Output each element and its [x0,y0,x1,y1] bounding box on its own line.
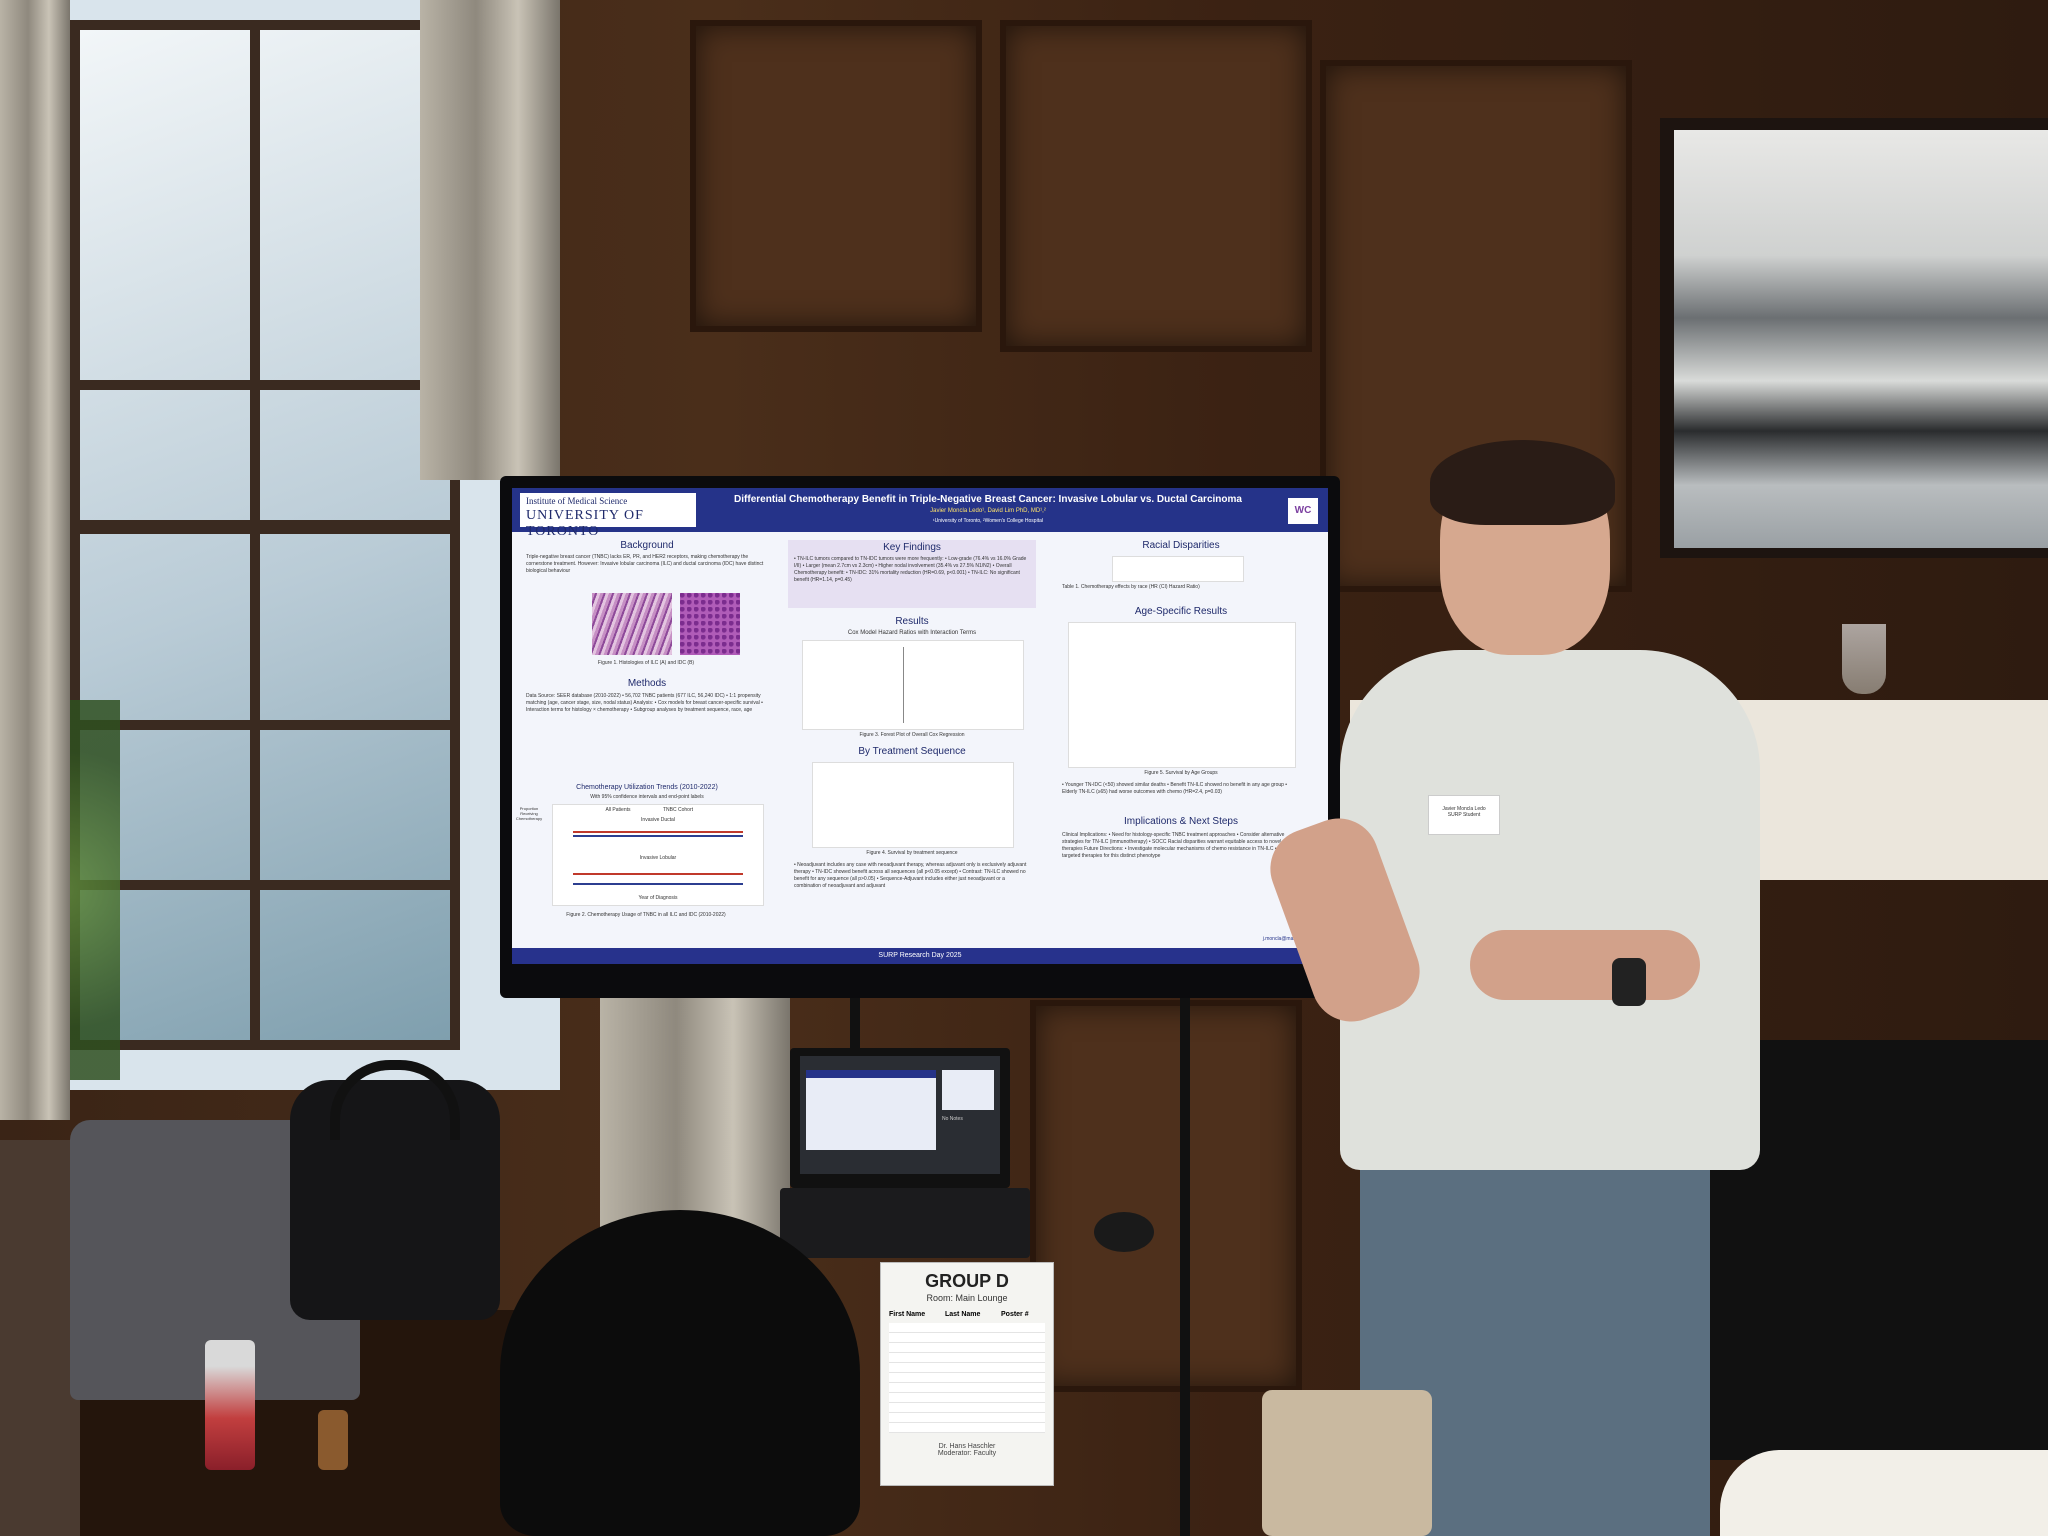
curtain-left [0,0,70,1120]
racial-heading: Racial Disparities [1142,540,1220,551]
window [0,0,560,1090]
background-heading: Background [620,540,674,551]
trends-chart: All Patients TNBC Cohort Invasive Ductal… [552,804,764,906]
computer-mouse [1094,1212,1154,1252]
laptop-next-slide [942,1070,994,1110]
laptop-slide-preview [806,1070,936,1150]
sequence-notes: • Neoadjuvant includes any case with neo… [794,862,1027,889]
trends-panel2-title: Invasive Lobular [639,855,677,861]
presenter-polo-shirt [1340,650,1760,1170]
sign-col-last: Last Name [945,1311,981,1318]
age-text: • Younger TN-IDC (<50) showed similar de… [1062,782,1288,795]
trends-line-blue [573,835,743,837]
bag-handle [330,1060,460,1140]
trends-line-red [573,873,743,875]
trends-legend-all: All Patients [605,807,631,813]
table1-caption: Table 1. Chemotherapy effects by race (H… [1062,584,1200,590]
slide-title: Differential Chemotherapy Benefit in Tri… [734,494,1242,505]
group-sign: GROUP D Room: Main Lounge First Name Las… [880,1262,1054,1486]
name-tag-role: SURP Student [1447,812,1481,818]
figure5-caption: Figure 5. Survival by Age Groups [1144,770,1218,776]
umbrella-handle [318,1410,348,1470]
histology-image-ilc [592,593,672,655]
racial-table [1112,556,1244,582]
methods-text: Data Source: SEER database (2010-2022) •… [526,693,763,713]
tote-bag [1262,1390,1432,1536]
trends-line-blue [573,883,743,885]
round-table [1720,1450,2048,1536]
poster-slide: Institute of Medical Science UNIVERSITY … [512,488,1328,948]
trends-panel1-title: Invasive Ductal [641,817,675,823]
window-mullion [70,880,460,890]
age-survival-charts [1068,622,1296,768]
contact-email: j.moncla@mail.utoronto.ca [1262,936,1322,942]
sign-title: GROUP D [925,1271,1009,1291]
wall-panel [1000,20,1312,352]
name-tag: Javier Moncla Ledo SURP Student [1428,795,1500,835]
slide-authors: Javier Moncla Ledo¹, David Lim PhD, MD¹,… [930,508,1046,514]
sign-col-first: First Name [889,1311,926,1318]
methods-heading: Methods [627,678,667,689]
window-sash [70,520,460,534]
implications-heading: Implications & Next Steps [1124,816,1238,827]
key-findings-text: • TN-ILC tumors compared to TN-IDC tumor… [794,556,1027,583]
window-mullion [250,20,260,1050]
trends-heading: Chemotherapy Utilization Trends (2010-20… [576,784,718,791]
age-heading: Age-Specific Results [1134,606,1228,617]
trends-line-red [573,831,743,833]
tv-stand-leg [1180,960,1190,1536]
key-findings-heading: Key Findings [883,542,941,553]
logo-text-university: UNIVERSITY OF TORONTO [526,508,644,539]
trends-xlabel: Year of Diagnosis [638,895,678,901]
slide-footer: SURP Research Day 2025 [512,948,1328,964]
glacier-painting [1674,130,2048,548]
slide-header: Institute of Medical Science UNIVERSITY … [512,488,1328,539]
black-quilted-bag [290,1080,500,1320]
window-mullion [70,720,460,730]
results-heading: Results [895,616,929,627]
logo-text-institute: Institute of Medical Science [526,496,628,506]
audience-member-head [500,1210,860,1536]
figure4-caption: Figure 4. Survival by treatment sequence [866,850,958,856]
trends-subtitle: With 95% confidence intervals and end-po… [590,794,704,800]
window-panes [70,20,460,1050]
sequence-heading: By Treatment Sequence [858,746,966,757]
figure3-caption: Figure 3. Forest Plot of Overall Cox Reg… [859,732,965,738]
key-findings-box [788,540,1036,608]
implications-text: Clinical Implications: • Need for histol… [1062,832,1295,859]
sequence-survival-chart [812,762,1014,848]
name-tag-name: Javier Moncla Ledo [1442,806,1486,812]
wall-panel [690,20,982,332]
forest-plot [802,640,1024,730]
glass-jar [205,1340,255,1470]
forest-reference-line [903,647,904,723]
sign-subtitle: Room: Main Lounge [926,1293,1008,1303]
laptop-slide-header [806,1070,936,1078]
histology-image-idc [680,593,740,655]
laptop-keyboard [780,1188,1030,1258]
slide-affiliation: ¹University of Toronto, ²Women's College… [933,518,1043,524]
wch-logo: WC [1288,498,1318,524]
curtain-right [420,0,560,480]
sign-footer: Dr. Hans Haschler Moderator: Faculty [937,1443,997,1457]
wine-glass [1842,624,1886,694]
sign-col-poster: Poster # [1001,1311,1029,1318]
background-text: Triple-negative breast cancer (TNBC) lac… [526,554,764,574]
window-mullion [70,380,460,390]
trends-legend-tnbc: TNBC Cohort [662,807,693,813]
trends-ylabel: Proportion Receiving Chemotherapy [515,806,543,821]
laptop-notes-label: No Notes [942,1116,963,1122]
laptop-display: No Notes [800,1056,1000,1174]
figure1-caption: Figure 1. Histologies of ILC (A) and IDC… [597,660,695,666]
presenter-hair [1430,440,1615,525]
cox-title: Cox Model Hazard Ratios with Interaction… [847,630,977,636]
uoft-logo: Institute of Medical Science UNIVERSITY … [520,493,696,539]
wristwatch [1612,958,1646,1006]
wall-panel [1030,1000,1302,1392]
presenter-right-arm [1470,930,1700,1000]
armchair [0,1140,80,1536]
sign-roster-table [889,1323,1045,1433]
figure2-caption: Figure 2. Chemotherapy Usage of TNBC in … [566,912,726,918]
